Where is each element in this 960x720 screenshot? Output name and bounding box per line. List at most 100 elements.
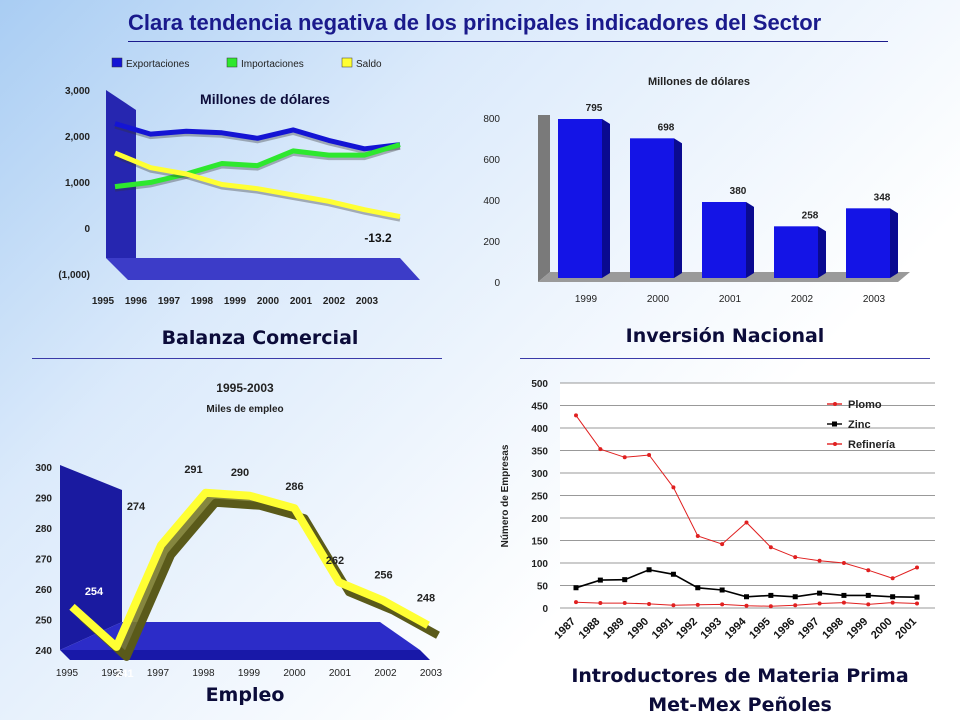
- balanza-xtick: 2001: [290, 296, 313, 307]
- balanza-line-shadow: [114, 145, 401, 192]
- materia-marker: [598, 601, 603, 606]
- materia-xtick: 2000: [869, 616, 895, 642]
- materia-marker: [622, 455, 627, 460]
- balanza-legend-swatch: [341, 57, 353, 68]
- materia-marker-zinc: [695, 585, 701, 591]
- inversion-subtitle: Millones de dólares: [648, 76, 750, 88]
- inversion-xtick: 2001: [719, 294, 742, 305]
- materia-marker: [768, 545, 773, 550]
- materia-ytick: 200: [531, 514, 548, 525]
- empleo-data-label: 274: [127, 501, 146, 513]
- inversion-data-label: 348: [874, 192, 891, 203]
- balanza-xtick: 1997: [158, 296, 181, 307]
- materia-ytick: 100: [531, 559, 548, 570]
- balanza-xtick: 2003: [356, 296, 379, 307]
- empleo-panel: 300 290 280 270 260 250 240 1995 1996 1997 1998 199…: [0, 360, 480, 720]
- inversion-bar-side: [890, 208, 898, 278]
- inversion-bar-side: [602, 119, 610, 278]
- materia-marker: [671, 603, 676, 608]
- inversion-rule: [520, 358, 930, 359]
- balanza-legend-swatch: [111, 57, 123, 68]
- materia-xtick: 1989: [601, 616, 627, 642]
- inversion-ytick: 200: [483, 237, 500, 248]
- balanza-ytick: (1,000): [58, 270, 90, 281]
- materia-marker: [695, 602, 700, 607]
- empleo-data-label: 254: [85, 586, 104, 598]
- materia-marker: [574, 413, 578, 418]
- balanza-chart: 3,000 2,000 1,000 0 (1,000) 1995 1996 1997 1998 1…: [58, 57, 420, 307]
- inversion-data-label: 258: [802, 210, 819, 221]
- materia-marker: [598, 447, 603, 452]
- materia-marker-zinc: [719, 587, 725, 593]
- inversion-data-label: 795: [586, 103, 603, 114]
- materia-marker-zinc: [744, 594, 749, 600]
- balanza-ytick: 3,000: [65, 86, 90, 97]
- materia-xtick: 1999: [845, 616, 871, 642]
- empleo-xtick: 1996: [101, 668, 124, 679]
- empleo-ytick: 250: [35, 616, 52, 627]
- balanza-line-shadow: [114, 154, 401, 222]
- materia-marker: [720, 542, 725, 547]
- materia-legend-marker: [833, 442, 837, 446]
- inversion-caption: Inversión Nacional: [625, 325, 825, 347]
- materia-ytick: 450: [531, 402, 548, 413]
- balanza-legend-label: Saldo: [356, 59, 382, 70]
- inversion-xtick: 1999: [575, 294, 598, 305]
- inversion-side-wall: [538, 115, 550, 282]
- materia-marker: [744, 520, 749, 525]
- materia-marker: [647, 453, 652, 457]
- materia-legend-marker: [833, 402, 837, 406]
- empleo-xtick: 1998: [192, 668, 215, 679]
- materia-xtick: 1991: [650, 616, 676, 642]
- materia-marker: [890, 576, 895, 581]
- materia-xtick: 1996: [772, 616, 798, 642]
- materia-marker: [841, 600, 846, 605]
- materia-marker: [671, 485, 676, 490]
- materia-marker: [744, 603, 749, 608]
- balanza-xtick: 1996: [125, 296, 148, 307]
- materia-marker: [695, 534, 700, 538]
- empleo-xtick: 1999: [238, 668, 261, 679]
- materia-xtick: 1990: [625, 616, 651, 642]
- empleo-ytick: 260: [35, 585, 52, 596]
- materia-ytick: 0: [542, 604, 548, 615]
- inversion-bar-side: [746, 202, 754, 278]
- materia-marker: [915, 601, 919, 606]
- materia-marker-zinc: [792, 594, 798, 600]
- materia-xtick: 1993: [698, 616, 724, 642]
- materia-marker-zinc: [890, 594, 896, 600]
- empleo-side-wall: [60, 465, 122, 650]
- materia-marker: [915, 565, 919, 570]
- materia-xtick: 1992: [674, 616, 700, 642]
- empleo-ytick: 300: [35, 463, 52, 474]
- empleo-xtick: 2003: [420, 668, 443, 679]
- balanza-legend-label: Importaciones: [241, 59, 304, 70]
- materia-xtick: 1994: [723, 615, 749, 641]
- balanza-caption: Balanza Comercial: [161, 327, 359, 349]
- balanza-ytick: 2,000: [65, 132, 90, 143]
- balanza-floor: [106, 258, 420, 280]
- materia-marker: [793, 603, 798, 608]
- balanza-xtick: 2000: [257, 296, 280, 307]
- materia-marker-zinc: [670, 571, 676, 577]
- title-rule: [128, 41, 888, 42]
- inversion-data-label: 380: [730, 186, 747, 197]
- inversion-bar-side: [818, 226, 826, 278]
- materia-xtick: 1988: [577, 616, 603, 642]
- inversion-bar: [846, 208, 890, 278]
- materia-marker: [768, 604, 773, 609]
- balanza-xtick: 2002: [323, 296, 346, 307]
- balanza-panel: 3,000 2,000 1,000 0 (1,000) 1995 1996 1997 1998 1…: [0, 0, 480, 360]
- materia-caption-2: Met-Mex Peñoles: [648, 694, 832, 716]
- materia-marker: [793, 555, 798, 560]
- materia-legend-label: Plomo: [848, 399, 882, 411]
- balanza-legend-swatch: [226, 57, 238, 68]
- materia-ylabel: Número de Empresas: [500, 444, 511, 547]
- empleo-data-label: 286: [285, 481, 303, 493]
- materia-marker-zinc: [914, 594, 920, 600]
- empleo-caption: Empleo: [205, 684, 285, 706]
- materia-ytick: 250: [531, 492, 548, 503]
- inversion-xtick: 2000: [647, 294, 670, 305]
- empleo-floor-back: [60, 622, 420, 650]
- inversion-panel: 800 600 400 200 0 Millones de dólares 795 1999 6…: [480, 0, 960, 360]
